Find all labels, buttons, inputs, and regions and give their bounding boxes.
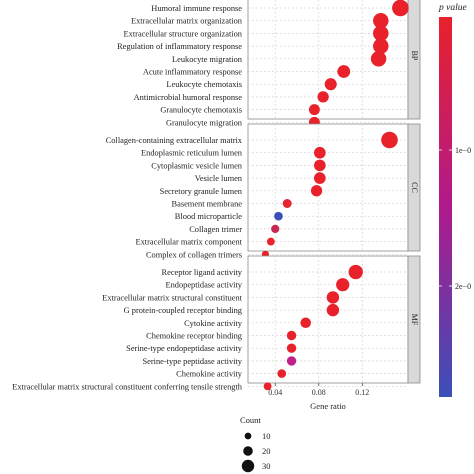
data-point	[308, 104, 320, 116]
term-label: Extracellular matrix structural constitu…	[12, 382, 243, 391]
term-label: Extracellular matrix structural constitu…	[102, 293, 242, 302]
data-point	[310, 185, 323, 197]
x-tick-label: 0.08	[312, 388, 326, 397]
plot-area: BP Humoral immune response Extracellular m…	[12, 0, 421, 411]
panel-cc: CC Collagen-containing extracellular matr…	[106, 123, 421, 259]
term-label: Complex of collagen trimers	[146, 250, 242, 259]
data-point	[326, 303, 340, 317]
color-legend-bar	[439, 17, 452, 397]
term-label: Collagen-containing extracellular matrix	[106, 136, 243, 145]
panel-strip	[407, 0, 421, 120]
term-label: Extracellular structure organization	[124, 29, 243, 38]
size-legend-label: 30	[262, 461, 271, 471]
size-legend-dot	[241, 459, 255, 473]
term-label: Extracellular matrix component	[135, 238, 242, 247]
term-label: Cytokine activity	[184, 319, 243, 328]
data-point	[326, 291, 340, 304]
data-point	[271, 224, 280, 234]
data-point	[337, 65, 351, 78]
term-label: Secretory granule lumen	[160, 187, 243, 196]
term-label: Leukocyte chemotaxis	[166, 80, 242, 89]
data-point	[381, 131, 398, 149]
x-axis-title: Gene ratio	[310, 401, 346, 411]
term-label: Granulocyte chemotaxis	[160, 106, 242, 115]
data-point	[274, 211, 283, 221]
data-point	[266, 237, 275, 246]
data-point	[286, 330, 297, 341]
data-point	[373, 12, 389, 29]
panel-strip	[407, 123, 421, 252]
x-tick-label: 0.12	[355, 388, 369, 397]
data-point	[317, 91, 329, 103]
term-label: Cytoplasmic vesicle lumen	[151, 161, 243, 170]
size-legend-label: 10	[262, 431, 271, 441]
term-label: Regulation of inflammatory response	[117, 42, 242, 51]
color-legend-tick-label: 2e−0	[455, 282, 471, 291]
term-label: Humoral immune response	[151, 4, 242, 13]
data-point	[300, 317, 311, 329]
panel-strip-label: MF	[410, 314, 419, 326]
data-point	[324, 78, 337, 91]
data-point	[286, 356, 297, 366]
term-label: Granulocyte migration	[166, 118, 243, 127]
data-point	[277, 369, 287, 378]
panel-strip-label: BP	[410, 51, 419, 61]
data-point	[373, 25, 389, 42]
data-point	[314, 146, 326, 159]
data-point	[336, 278, 350, 292]
term-label: Leukocyte migration	[172, 55, 243, 64]
x-tick-label: 0.04	[268, 388, 282, 397]
panel-frame	[247, 255, 409, 384]
data-point	[282, 199, 292, 208]
data-point	[373, 38, 389, 54]
color-legend-tick-label: 1e−0	[455, 146, 471, 155]
panel-mf: MF Receptor ligand activity Endopeptidase …	[12, 255, 421, 391]
size-legend-title: Count	[240, 415, 261, 425]
term-label: Antimicrobial humoral response	[134, 93, 243, 102]
term-label: Collagen trimer	[189, 225, 242, 234]
panel-bp: BP Humoral immune response Extracellular m…	[117, 0, 421, 128]
term-label: Endopeptidase activity	[165, 281, 242, 290]
data-point	[286, 343, 297, 353]
term-label: Chemokine receptor binding	[146, 332, 243, 341]
term-label: Basement membrane	[172, 200, 243, 209]
panel-strip-label: CC	[410, 182, 419, 193]
term-label: Extracellular matrix organization	[131, 17, 243, 26]
term-label: Vesicle lumen	[195, 174, 243, 183]
data-point	[314, 172, 326, 184]
size-legend-dot	[244, 432, 252, 440]
term-label: G protein-coupled receptor binding	[124, 306, 243, 315]
size-legend-label: 20	[262, 446, 271, 456]
color-legend-title: p value	[438, 3, 467, 13]
size-legend-dot	[243, 446, 253, 456]
term-label: Blood microparticle	[175, 212, 242, 221]
data-point	[314, 159, 326, 172]
term-label: Serine-type peptidase activity	[142, 357, 242, 366]
data-point	[392, 0, 409, 17]
data-point	[348, 264, 363, 280]
term-label: Receptor ligand activity	[162, 268, 243, 277]
term-label: Endoplasmic reticulum lumen	[141, 149, 243, 158]
term-label: Serine-type endopeptidase activity	[126, 344, 243, 353]
data-point	[263, 382, 272, 391]
panel-strip	[407, 255, 421, 384]
term-label: Chemokine activity	[176, 370, 243, 379]
data-point	[370, 51, 387, 67]
term-label: Acute inflammatory response	[143, 68, 242, 77]
